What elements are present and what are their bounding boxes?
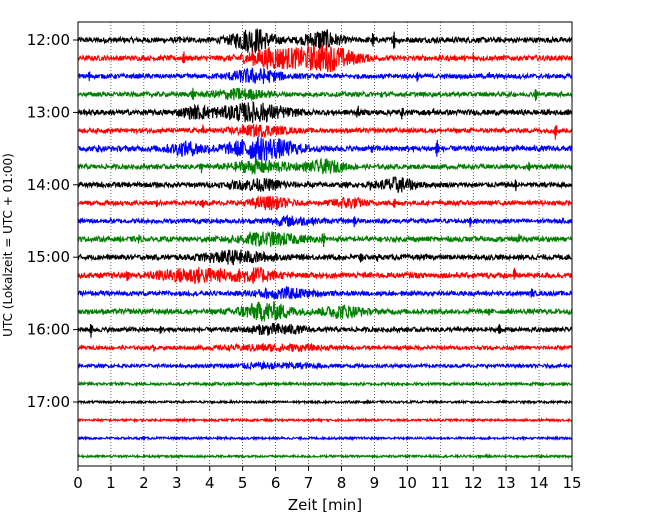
y-tick-label: 14:00: [27, 176, 70, 194]
x-axis: 0 1 2 3 4 5 6 7 8 9 10 11 12 13 14 15: [73, 466, 582, 492]
y-tick-label: 13:00: [27, 103, 70, 121]
trace-1245: [77, 87, 573, 102]
x-tick-label: 15: [562, 474, 581, 492]
trace-1530: [77, 285, 573, 300]
x-axis-label: Zeit [min]: [288, 496, 362, 514]
trace-1600: [77, 322, 573, 338]
trace-1200: [77, 28, 573, 55]
x-tick-label: 12: [464, 474, 483, 492]
trace-1715: [77, 416, 573, 424]
trace-1515: [77, 266, 573, 285]
trace-1230: [77, 66, 573, 85]
y-axis: 12:00 13:00 14:00 15:00 16:00 17:00: [27, 31, 78, 411]
x-tick-label: 7: [304, 474, 314, 492]
x-tick-label: 0: [73, 474, 83, 492]
trace-1745: [77, 453, 573, 460]
trace-1315: [77, 123, 573, 140]
x-tick-label: 1: [106, 474, 116, 492]
x-tick-label: 3: [172, 474, 182, 492]
trace-1445: [77, 230, 573, 248]
x-tick-label: 13: [497, 474, 516, 492]
trace-1700: [77, 398, 573, 406]
y-axis-label: UTC (Lokalzeit = UTC + 01:00): [1, 153, 15, 337]
x-tick-label: 11: [431, 474, 450, 492]
plot-frame: [77, 21, 573, 467]
seismogram-traces: [77, 28, 573, 460]
trace-1500: [77, 249, 573, 266]
y-tick-label: 12:00: [27, 31, 70, 49]
trace-1400: [77, 176, 573, 193]
trace-1215: [77, 44, 573, 73]
trace-1645: [77, 380, 573, 388]
x-tick-label: 4: [205, 474, 215, 492]
trace-1430: [77, 214, 573, 228]
trace-1615: [77, 342, 573, 353]
y-tick-label: 17:00: [27, 393, 70, 411]
x-tick-label: 10: [398, 474, 417, 492]
trace-1330: [77, 136, 573, 161]
x-tick-label: 2: [139, 474, 149, 492]
x-tick-label: 6: [271, 474, 281, 492]
grid-lines: [110, 22, 540, 466]
trace-1300: [77, 101, 573, 124]
trace-1630: [77, 360, 573, 371]
trace-1545: [77, 301, 573, 322]
x-tick-label: 14: [530, 474, 549, 492]
trace-1730: [77, 435, 573, 442]
trace-1415: [77, 195, 573, 211]
x-tick-label: 9: [370, 474, 380, 492]
trace-1345: [77, 157, 573, 176]
x-tick-label: 5: [238, 474, 248, 492]
x-tick-label: 8: [337, 474, 347, 492]
y-tick-label: 15:00: [27, 248, 70, 266]
y-tick-label: 16:00: [27, 321, 70, 339]
